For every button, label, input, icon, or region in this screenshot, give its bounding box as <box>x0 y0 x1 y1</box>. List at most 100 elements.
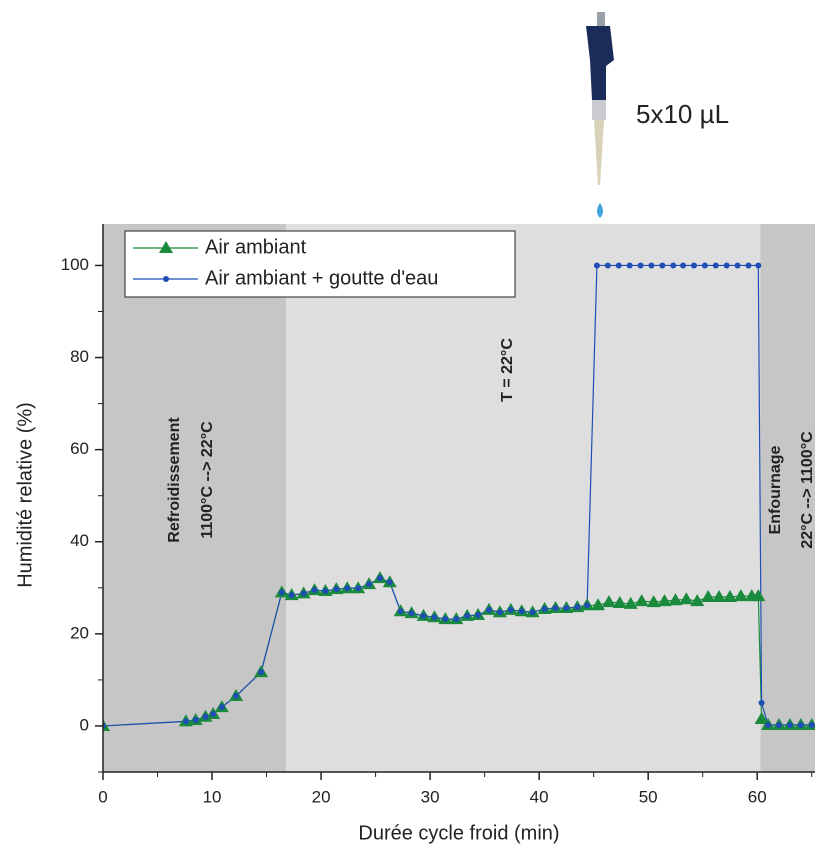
marker <box>475 611 482 618</box>
marker <box>355 585 362 592</box>
marker <box>386 579 393 586</box>
marker <box>701 262 708 269</box>
marker <box>288 592 295 599</box>
marker <box>192 716 199 723</box>
region-label: T = 22°C <box>499 338 516 402</box>
marker <box>734 262 741 269</box>
marker <box>733 589 748 602</box>
pipette <box>586 12 614 218</box>
x-tick-label: 40 <box>530 787 549 806</box>
marker <box>623 596 638 609</box>
marker <box>723 262 730 269</box>
y-tick-label: 0 <box>80 715 89 734</box>
legend-box <box>124 230 516 298</box>
marker <box>563 605 570 612</box>
marker <box>541 605 548 612</box>
x-tick-label: 30 <box>421 787 440 806</box>
marker <box>159 241 173 253</box>
marker <box>646 595 661 608</box>
y-tick-label: 100 <box>61 255 89 274</box>
region-label: 22°C --> 1100°C <box>799 431 815 549</box>
marker <box>518 608 525 615</box>
marker <box>648 262 655 269</box>
marker <box>464 612 471 619</box>
marker <box>786 722 793 729</box>
y-tick-label: 40 <box>70 531 89 550</box>
marker <box>612 595 627 608</box>
marker <box>797 722 804 729</box>
marker <box>659 262 666 269</box>
marker <box>751 589 766 602</box>
marker <box>376 575 383 582</box>
marker <box>722 590 737 603</box>
marker <box>163 276 169 282</box>
marker <box>758 699 765 706</box>
marker <box>776 722 783 729</box>
marker <box>657 594 672 607</box>
marker <box>690 594 705 607</box>
marker <box>615 262 622 269</box>
marker <box>278 589 285 596</box>
marker <box>344 585 351 592</box>
marker <box>552 605 559 612</box>
marker <box>712 590 727 603</box>
x-tick-label: 50 <box>639 787 658 806</box>
legend-label: Air ambiant <box>205 236 307 258</box>
marker <box>670 262 677 269</box>
marker <box>397 608 404 615</box>
marker <box>366 581 373 588</box>
marker <box>442 616 449 623</box>
marker <box>233 693 240 700</box>
marker <box>210 710 217 717</box>
x-tick-label: 20 <box>312 787 331 806</box>
shaded-region <box>760 224 815 772</box>
x-axis-title: Durée cycle froid (min) <box>358 822 559 844</box>
marker <box>408 610 415 617</box>
marker <box>300 590 307 597</box>
marker <box>258 669 265 676</box>
marker <box>591 598 606 611</box>
x-tick-label: 60 <box>748 787 767 806</box>
marker <box>604 262 611 269</box>
marker <box>529 609 536 616</box>
marker <box>333 586 340 593</box>
marker <box>755 262 762 269</box>
marker <box>182 718 189 725</box>
marker <box>202 713 209 720</box>
x-tick-label: 0 <box>98 787 107 806</box>
y-tick-label: 80 <box>70 347 89 366</box>
marker <box>593 262 600 269</box>
marker <box>574 604 581 611</box>
legend-label: Air ambiant + goutte d'eau <box>205 267 438 289</box>
pipette-volume: 5x10 µL <box>636 99 729 129</box>
marker <box>765 722 772 729</box>
marker <box>754 712 769 725</box>
y-tick-label: 60 <box>70 439 89 458</box>
x-tick-label: 10 <box>203 787 222 806</box>
marker <box>701 590 716 603</box>
region-label: Refroidissement <box>166 417 183 543</box>
marker <box>668 593 683 606</box>
marker <box>634 594 649 607</box>
marker <box>680 262 687 269</box>
marker <box>420 612 427 619</box>
region-label: 1100°C --> 22°C <box>199 421 216 539</box>
marker <box>496 609 503 616</box>
marker <box>485 606 492 613</box>
region-label: Enfournage <box>767 445 784 534</box>
marker <box>453 616 460 623</box>
marker <box>679 592 694 605</box>
marker <box>601 595 616 608</box>
marker <box>311 587 318 594</box>
shaded-region <box>286 224 761 772</box>
marker <box>808 722 815 729</box>
marker <box>322 588 329 595</box>
marker <box>431 614 438 621</box>
y-tick-label: 20 <box>70 623 89 642</box>
marker <box>637 262 644 269</box>
legend: Air ambiant Air ambiant + goutte d'eau <box>124 230 516 298</box>
marker <box>745 262 752 269</box>
marker <box>584 602 591 609</box>
y-axis-title: Humidité relative (%) <box>14 402 36 588</box>
